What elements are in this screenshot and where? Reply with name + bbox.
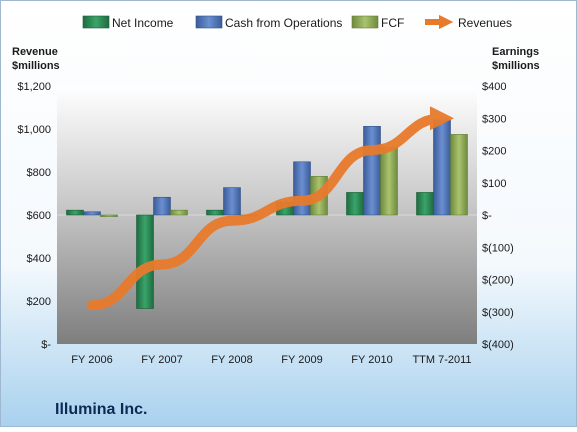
legend-swatch-cash-from-operations	[195, 15, 223, 29]
chart-title: Illumina Inc.	[55, 401, 147, 418]
bar-net-income	[346, 192, 364, 216]
legend-swatch-net-income	[82, 15, 110, 29]
bar-cash-from-operations	[293, 161, 311, 216]
left-tick-label: $800	[27, 167, 51, 179]
category-label: FY 2009	[281, 354, 322, 366]
bar-fcf	[450, 134, 468, 216]
legend-item-net-income: Net Income	[82, 15, 174, 30]
bar-cash-from-operations	[363, 126, 381, 216]
legend: Net Income Cash from Operations FCF Reve…	[82, 14, 512, 30]
right-tick-label: $(300)	[482, 307, 514, 319]
right-tick-label: $400	[482, 81, 506, 93]
bar-net-income	[66, 209, 84, 216]
legend-swatch-fcf	[351, 15, 379, 29]
right-tick-label: $100	[482, 178, 506, 190]
right-axis-ticks: $(400) $(300) $(200) $(100) $- $100 $200 $300 $4…	[482, 81, 514, 351]
left-axis-ticks: $- $200 $400 $600 $800 $1,000 $1,200	[17, 81, 51, 351]
category-label: FY 2008	[211, 354, 252, 366]
right-tick-label: $-	[482, 210, 492, 222]
left-tick-label: $1,000	[17, 124, 51, 136]
bar-net-income	[416, 192, 434, 216]
right-tick-label: $(400)	[482, 339, 514, 351]
left-tick-label: $400	[27, 253, 51, 265]
category-label: FY 2010	[351, 354, 392, 366]
bar-cash-from-operations	[433, 119, 451, 216]
bar-cash-from-operations	[223, 187, 241, 216]
bar-cash-from-operations	[83, 211, 101, 216]
legend-label-net-income: Net Income	[112, 16, 174, 30]
bar-net-income	[206, 209, 224, 216]
bar-cash-from-operations	[153, 196, 171, 216]
revenue-line-group	[87, 106, 454, 311]
legend-label-fcf: FCF	[381, 16, 404, 30]
bar-fcf	[170, 209, 188, 216]
category-label: FY 2006	[71, 354, 112, 366]
right-tick-label: $(100)	[482, 242, 514, 254]
revenue-line	[87, 106, 454, 311]
category-labels: FY 2006 FY 2007 FY 2008 FY 2009 FY 2010 TTM 7…	[71, 354, 471, 366]
left-tick-label: $-	[41, 339, 51, 351]
legend-item-revenues: Revenues	[425, 14, 512, 30]
left-tick-label: $1,200	[17, 81, 51, 93]
right-axis-title-line2: $millions	[492, 60, 540, 72]
category-label: FY 2007	[141, 354, 182, 366]
legend-item-fcf: FCF	[351, 15, 404, 30]
right-axis-title-line1: Earnings	[492, 46, 539, 58]
legend-label-revenues: Revenues	[458, 16, 512, 30]
right-tick-label: $200	[482, 146, 506, 158]
left-tick-label: $600	[27, 210, 51, 222]
left-axis-title-line1: Revenue	[12, 46, 58, 58]
right-tick-label: $300	[482, 113, 506, 125]
left-tick-label: $200	[27, 296, 51, 308]
bar-fcf	[100, 214, 118, 217]
right-tick-label: $(200)	[482, 275, 514, 287]
bar-fcf	[380, 146, 398, 216]
left-axis-title-line2: $millions	[12, 60, 60, 72]
category-label: TTM 7-2011	[412, 354, 471, 366]
legend-item-cash-from-operations: Cash from Operations	[195, 15, 342, 30]
legend-label-cash-from-operations: Cash from Operations	[225, 16, 342, 30]
